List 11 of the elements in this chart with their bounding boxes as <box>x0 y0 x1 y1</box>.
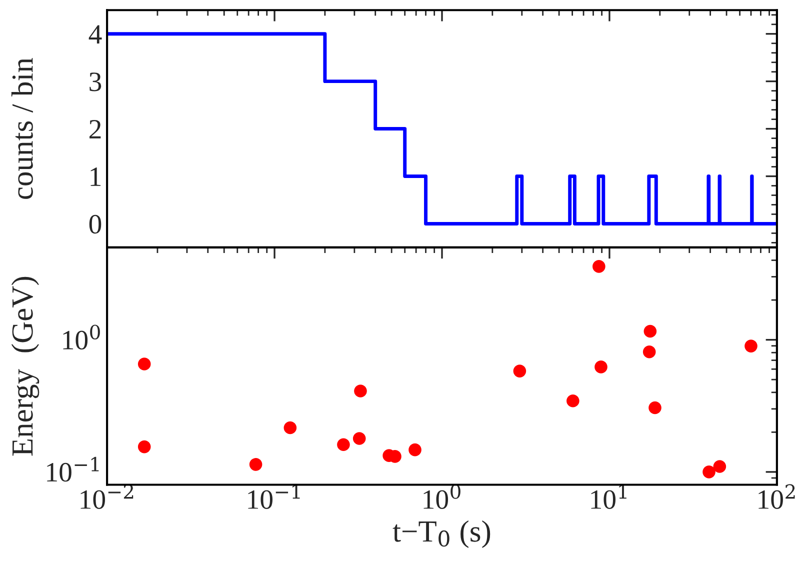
y-tick-label: 4 <box>88 25 102 44</box>
y-tick-label: 0 <box>89 214 102 234</box>
y-tick-label: 2 <box>90 120 101 138</box>
y-axis-title: counts / bin <box>11 58 33 199</box>
x-axis-title: t−T$_{0}$ (s) <box>392 520 490 548</box>
y-axis-title: Energy (GeV) <box>11 276 40 456</box>
y-tick-label: 1 <box>90 168 101 186</box>
y-tick-label: 3 <box>90 72 102 92</box>
x-tick-label: 10$^{2}$ <box>758 484 795 509</box>
y-tick-label: 10$^{−1}$ <box>47 456 99 482</box>
y-tick-label: 10$^{0}$ <box>63 324 100 350</box>
